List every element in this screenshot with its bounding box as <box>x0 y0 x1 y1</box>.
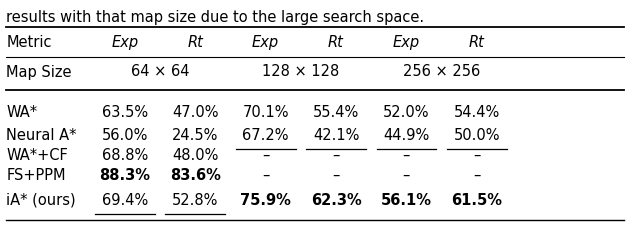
Text: Rt: Rt <box>188 35 203 49</box>
Text: 47.0%: 47.0% <box>172 104 218 120</box>
Text: 61.5%: 61.5% <box>451 192 502 207</box>
Text: 88.3%: 88.3% <box>99 167 150 183</box>
Text: results with that map size due to the large search space.: results with that map size due to the la… <box>6 10 424 25</box>
Text: –: – <box>262 167 269 183</box>
Text: –: – <box>403 167 410 183</box>
Text: Rt: Rt <box>469 35 484 49</box>
Text: Exp: Exp <box>393 35 420 49</box>
Text: –: – <box>473 147 481 163</box>
Text: 56.1%: 56.1% <box>381 192 432 207</box>
Text: 52.8%: 52.8% <box>172 192 218 207</box>
Text: –: – <box>403 147 410 163</box>
Text: Exp: Exp <box>111 35 138 49</box>
Text: 48.0%: 48.0% <box>172 147 218 163</box>
Text: 42.1%: 42.1% <box>313 127 359 143</box>
Text: 70.1%: 70.1% <box>243 104 289 120</box>
Text: 83.6%: 83.6% <box>170 167 221 183</box>
Text: 56.0%: 56.0% <box>102 127 148 143</box>
Text: 44.9%: 44.9% <box>383 127 429 143</box>
Text: 64 × 64: 64 × 64 <box>131 64 189 80</box>
Text: –: – <box>332 147 340 163</box>
Text: WA*: WA* <box>6 104 38 120</box>
Text: 55.4%: 55.4% <box>313 104 359 120</box>
Text: 69.4%: 69.4% <box>102 192 148 207</box>
Text: Map Size: Map Size <box>6 64 72 80</box>
Text: –: – <box>262 147 269 163</box>
Text: 54.4%: 54.4% <box>454 104 500 120</box>
Text: 52.0%: 52.0% <box>383 104 429 120</box>
Text: 67.2%: 67.2% <box>243 127 289 143</box>
Text: WA*+CF: WA*+CF <box>6 147 68 163</box>
Text: Neural A*: Neural A* <box>6 127 77 143</box>
Text: 68.8%: 68.8% <box>102 147 148 163</box>
Text: Metric: Metric <box>6 35 52 49</box>
Text: 63.5%: 63.5% <box>102 104 148 120</box>
Text: 24.5%: 24.5% <box>172 127 218 143</box>
Text: Exp: Exp <box>252 35 279 49</box>
Text: 256 × 256: 256 × 256 <box>403 64 480 80</box>
Text: 62.3%: 62.3% <box>310 192 362 207</box>
Text: 50.0%: 50.0% <box>454 127 500 143</box>
Text: iA* (ours): iA* (ours) <box>6 192 76 207</box>
Text: FS+PPM: FS+PPM <box>6 167 66 183</box>
Text: –: – <box>473 167 481 183</box>
Text: –: – <box>332 167 340 183</box>
Text: 128 × 128: 128 × 128 <box>262 64 339 80</box>
Text: Rt: Rt <box>328 35 344 49</box>
Text: 75.9%: 75.9% <box>240 192 291 207</box>
